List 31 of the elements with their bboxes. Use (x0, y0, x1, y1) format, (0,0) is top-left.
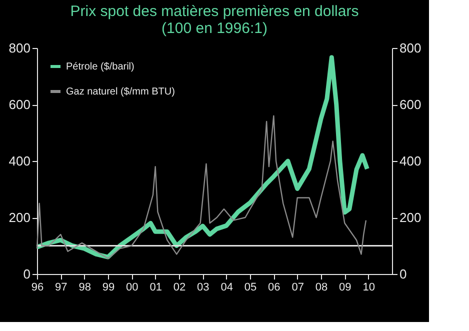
x-tick-label: 09 (339, 282, 352, 294)
y2-tick-label: 0 (400, 266, 407, 282)
y2-tick-label: 400 (400, 154, 422, 168)
x-tick-label: 02 (173, 282, 186, 294)
y-tick-label: 800 (8, 40, 30, 56)
x-tick-label: 97 (55, 282, 68, 294)
x-tick-label: 01 (150, 282, 162, 294)
x-tick-label: 03 (197, 282, 210, 294)
chart-subtitle: (100 en 1996:1) (162, 20, 268, 37)
legend-label: Gaz naturel ($/mm BTU) (66, 86, 175, 98)
line-series (34, 55, 370, 260)
y-tick-label: 600 (8, 97, 30, 112)
y-tick-label: 0 (23, 266, 30, 282)
x-tick-label: 07 (292, 282, 304, 294)
x-tick-label: 00 (126, 282, 138, 294)
y-tick-label: 400 (8, 154, 30, 168)
x-tick-label: 99 (102, 282, 115, 294)
y2-tick-label: 600 (400, 97, 422, 112)
line-series (36, 115, 367, 260)
x-tick-label: 10 (362, 282, 375, 294)
chart-title: Prix spot des matières premières en dollars (70, 3, 359, 20)
x-tick-label: 05 (244, 282, 257, 294)
y2-tick-label: 200 (400, 210, 422, 225)
x-tick-label: 96 (31, 282, 44, 294)
legend-label: Pétrole ($/baril) (66, 62, 134, 72)
x-tick-label: 06 (268, 282, 280, 294)
x-tick-label: 98 (78, 282, 91, 294)
y2-tick-label: 800 (400, 40, 422, 56)
x-tick-label: 04 (220, 282, 233, 294)
y-tick-label: 200 (8, 210, 30, 225)
x-tick-label: 08 (315, 282, 328, 294)
